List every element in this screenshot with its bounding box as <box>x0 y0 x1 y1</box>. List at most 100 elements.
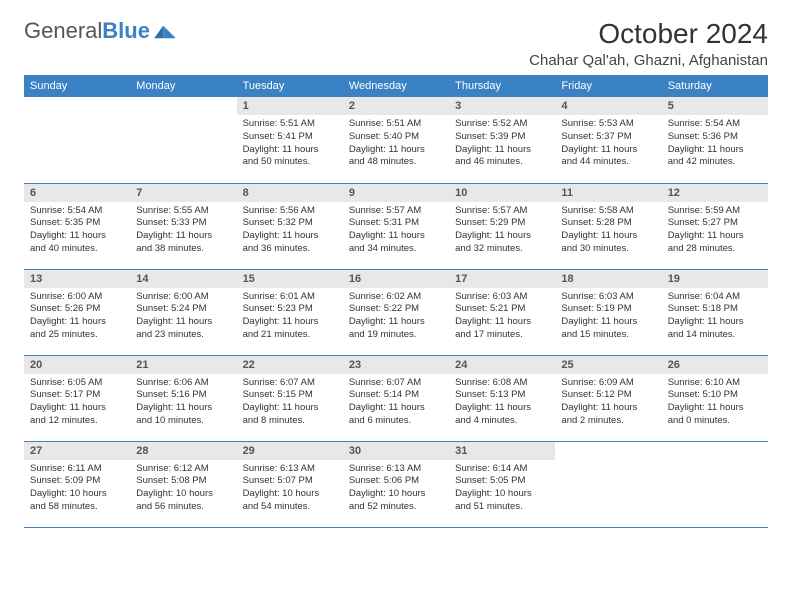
calendar-day-cell: 27Sunrise: 6:11 AMSunset: 5:09 PMDayligh… <box>24 441 130 527</box>
calendar-day-cell: 2Sunrise: 5:51 AMSunset: 5:40 PMDaylight… <box>343 97 449 183</box>
day-body: Sunrise: 6:02 AMSunset: 5:22 PMDaylight:… <box>343 288 449 346</box>
daylight-line: Daylight: 10 hours and 51 minutes. <box>455 488 549 514</box>
day-number: 23 <box>343 356 449 374</box>
day-number: 15 <box>237 270 343 288</box>
day-number: 20 <box>24 356 130 374</box>
sunset-line: Sunset: 5:07 PM <box>243 475 337 488</box>
sunset-line: Sunset: 5:27 PM <box>668 217 762 230</box>
day-number: 27 <box>24 442 130 460</box>
calendar-day-cell: 9Sunrise: 5:57 AMSunset: 5:31 PMDaylight… <box>343 183 449 269</box>
calendar-day-cell: .. <box>662 441 768 527</box>
calendar-day-cell: .. <box>24 97 130 183</box>
day-number: 6 <box>24 184 130 202</box>
calendar-week-row: 20Sunrise: 6:05 AMSunset: 5:17 PMDayligh… <box>24 355 768 441</box>
calendar-day-cell: 5Sunrise: 5:54 AMSunset: 5:36 PMDaylight… <box>662 97 768 183</box>
day-body: Sunrise: 6:12 AMSunset: 5:08 PMDaylight:… <box>130 460 236 518</box>
calendar-day-cell: 23Sunrise: 6:07 AMSunset: 5:14 PMDayligh… <box>343 355 449 441</box>
sunset-line: Sunset: 5:06 PM <box>349 475 443 488</box>
calendar-day-cell: 25Sunrise: 6:09 AMSunset: 5:12 PMDayligh… <box>555 355 661 441</box>
sunset-line: Sunset: 5:23 PM <box>243 303 337 316</box>
day-body: Sunrise: 6:03 AMSunset: 5:19 PMDaylight:… <box>555 288 661 346</box>
calendar-day-cell: 10Sunrise: 5:57 AMSunset: 5:29 PMDayligh… <box>449 183 555 269</box>
sunset-line: Sunset: 5:15 PM <box>243 389 337 402</box>
sunset-line: Sunset: 5:17 PM <box>30 389 124 402</box>
calendar-day-cell: 29Sunrise: 6:13 AMSunset: 5:07 PMDayligh… <box>237 441 343 527</box>
daylight-line: Daylight: 10 hours and 52 minutes. <box>349 488 443 514</box>
calendar-head: SundayMondayTuesdayWednesdayThursdayFrid… <box>24 75 768 97</box>
calendar-day-cell: 12Sunrise: 5:59 AMSunset: 5:27 PMDayligh… <box>662 183 768 269</box>
sunset-line: Sunset: 5:36 PM <box>668 131 762 144</box>
weekday-header: Wednesday <box>343 75 449 97</box>
daylight-line: Daylight: 11 hours and 30 minutes. <box>561 230 655 256</box>
day-body: Sunrise: 6:08 AMSunset: 5:13 PMDaylight:… <box>449 374 555 432</box>
daylight-line: Daylight: 11 hours and 36 minutes. <box>243 230 337 256</box>
day-body: Sunrise: 5:55 AMSunset: 5:33 PMDaylight:… <box>130 202 236 260</box>
day-body: Sunrise: 6:09 AMSunset: 5:12 PMDaylight:… <box>555 374 661 432</box>
daylight-line: Daylight: 11 hours and 46 minutes. <box>455 144 549 170</box>
daylight-line: Daylight: 10 hours and 58 minutes. <box>30 488 124 514</box>
calendar-day-cell: 11Sunrise: 5:58 AMSunset: 5:28 PMDayligh… <box>555 183 661 269</box>
sunrise-line: Sunrise: 6:07 AM <box>243 377 337 390</box>
sunset-line: Sunset: 5:24 PM <box>136 303 230 316</box>
day-body: Sunrise: 5:52 AMSunset: 5:39 PMDaylight:… <box>449 115 555 173</box>
sunrise-line: Sunrise: 6:00 AM <box>30 291 124 304</box>
daylight-line: Daylight: 11 hours and 6 minutes. <box>349 402 443 428</box>
calendar-day-cell: 24Sunrise: 6:08 AMSunset: 5:13 PMDayligh… <box>449 355 555 441</box>
daylight-line: Daylight: 11 hours and 0 minutes. <box>668 402 762 428</box>
day-body: Sunrise: 5:57 AMSunset: 5:29 PMDaylight:… <box>449 202 555 260</box>
daylight-line: Daylight: 11 hours and 12 minutes. <box>30 402 124 428</box>
day-number: 17 <box>449 270 555 288</box>
sunrise-line: Sunrise: 5:59 AM <box>668 205 762 218</box>
day-number: 8 <box>237 184 343 202</box>
day-number: 31 <box>449 442 555 460</box>
day-number: 3 <box>449 97 555 115</box>
day-body: Sunrise: 5:53 AMSunset: 5:37 PMDaylight:… <box>555 115 661 173</box>
daylight-line: Daylight: 11 hours and 32 minutes. <box>455 230 549 256</box>
day-body: Sunrise: 6:14 AMSunset: 5:05 PMDaylight:… <box>449 460 555 518</box>
day-body: Sunrise: 6:11 AMSunset: 5:09 PMDaylight:… <box>24 460 130 518</box>
calendar-day-cell: 28Sunrise: 6:12 AMSunset: 5:08 PMDayligh… <box>130 441 236 527</box>
calendar-day-cell: 7Sunrise: 5:55 AMSunset: 5:33 PMDaylight… <box>130 183 236 269</box>
calendar-day-cell: 18Sunrise: 6:03 AMSunset: 5:19 PMDayligh… <box>555 269 661 355</box>
day-number: 19 <box>662 270 768 288</box>
sunset-line: Sunset: 5:40 PM <box>349 131 443 144</box>
calendar-day-cell: 20Sunrise: 6:05 AMSunset: 5:17 PMDayligh… <box>24 355 130 441</box>
sunrise-line: Sunrise: 5:54 AM <box>30 205 124 218</box>
day-body: Sunrise: 5:51 AMSunset: 5:40 PMDaylight:… <box>343 115 449 173</box>
calendar-day-cell: 15Sunrise: 6:01 AMSunset: 5:23 PMDayligh… <box>237 269 343 355</box>
calendar-day-cell: .. <box>555 441 661 527</box>
calendar-week-row: ....1Sunrise: 5:51 AMSunset: 5:41 PMDayl… <box>24 97 768 183</box>
sunset-line: Sunset: 5:31 PM <box>349 217 443 230</box>
day-body: Sunrise: 5:58 AMSunset: 5:28 PMDaylight:… <box>555 202 661 260</box>
sunrise-line: Sunrise: 5:53 AM <box>561 118 655 131</box>
calendar-week-row: 13Sunrise: 6:00 AMSunset: 5:26 PMDayligh… <box>24 269 768 355</box>
sunset-line: Sunset: 5:08 PM <box>136 475 230 488</box>
day-number: 7 <box>130 184 236 202</box>
daylight-line: Daylight: 11 hours and 23 minutes. <box>136 316 230 342</box>
daylight-line: Daylight: 11 hours and 8 minutes. <box>243 402 337 428</box>
sunset-line: Sunset: 5:10 PM <box>668 389 762 402</box>
sunset-line: Sunset: 5:19 PM <box>561 303 655 316</box>
day-body: Sunrise: 5:59 AMSunset: 5:27 PMDaylight:… <box>662 202 768 260</box>
calendar-day-cell: .. <box>130 97 236 183</box>
day-number: 30 <box>343 442 449 460</box>
weekday-header: Saturday <box>662 75 768 97</box>
day-number: 5 <box>662 97 768 115</box>
daylight-line: Daylight: 11 hours and 28 minutes. <box>668 230 762 256</box>
daylight-line: Daylight: 11 hours and 44 minutes. <box>561 144 655 170</box>
sunrise-line: Sunrise: 6:03 AM <box>561 291 655 304</box>
sunrise-line: Sunrise: 6:06 AM <box>136 377 230 390</box>
day-body: Sunrise: 6:10 AMSunset: 5:10 PMDaylight:… <box>662 374 768 432</box>
day-body: Sunrise: 5:54 AMSunset: 5:36 PMDaylight:… <box>662 115 768 173</box>
day-number: 25 <box>555 356 661 374</box>
sunrise-line: Sunrise: 5:57 AM <box>455 205 549 218</box>
day-body: Sunrise: 6:13 AMSunset: 5:07 PMDaylight:… <box>237 460 343 518</box>
weekday-header: Thursday <box>449 75 555 97</box>
day-number: 22 <box>237 356 343 374</box>
sunrise-line: Sunrise: 6:00 AM <box>136 291 230 304</box>
day-body: Sunrise: 6:03 AMSunset: 5:21 PMDaylight:… <box>449 288 555 346</box>
calendar-week-row: 6Sunrise: 5:54 AMSunset: 5:35 PMDaylight… <box>24 183 768 269</box>
calendar-day-cell: 6Sunrise: 5:54 AMSunset: 5:35 PMDaylight… <box>24 183 130 269</box>
sunrise-line: Sunrise: 6:01 AM <box>243 291 337 304</box>
sunrise-line: Sunrise: 6:10 AM <box>668 377 762 390</box>
